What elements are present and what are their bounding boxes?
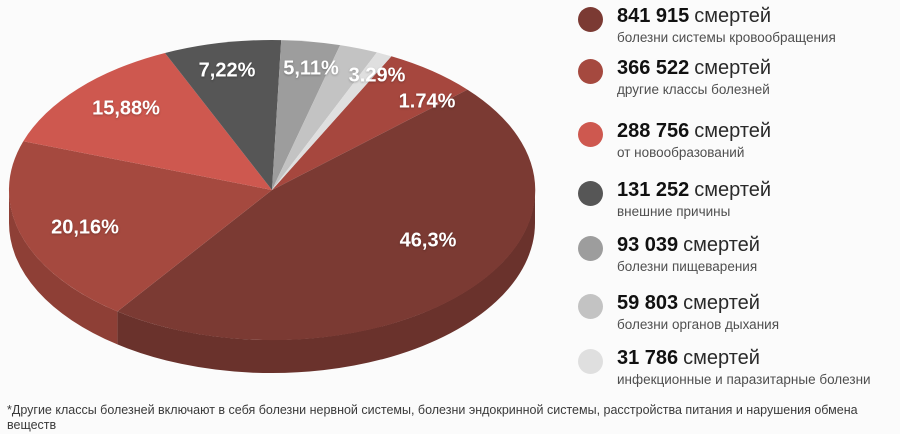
legend-unit-word: смертей [694,5,772,27]
pie-slice-side [117,190,536,374]
legend-category-label: болезни пищеварения [617,259,758,274]
legend-color-dot [578,7,603,32]
pie-chart [8,40,536,374]
legend-death-count: 841 915 [617,5,690,27]
pie-slice [23,53,272,190]
legend-unit-word: смертей [694,57,772,79]
legend-item-text: 288 756 смертей от новообразований [617,121,771,161]
legend-item: 841 915 смертей болезни системы кровообращ… [578,6,836,46]
pie-slice [117,89,536,341]
legend-item-text: 841 915 смертей болезни системы кровообращ… [617,6,836,46]
legend-item-text: 31 786 смертей инфекционные и паразитарные… [617,348,871,388]
legend-item: 366 522 смертей другие классы болезней [578,58,771,98]
pie-slice [165,40,282,190]
legend-item: 288 756 смертей от новообразований [578,121,771,161]
legend-death-count: 59 803 [617,292,679,314]
legend-category-label: внешние причины [617,204,731,219]
legend-color-dot [578,181,603,206]
legend-category-label: болезни органов дыхания [617,317,779,332]
legend-death-count: 366 522 [617,57,690,79]
pie-slice [272,45,377,190]
legend-color-dot [578,349,603,374]
legend-color-dot [578,122,603,147]
legend: 841 915 смертей болезни системы кровообращ… [578,0,898,400]
legend-item: 93 039 смертей болезни пищеварения [578,235,760,275]
legend-item-text: 59 803 смертей болезни органов дыхания [617,293,779,333]
legend-color-dot [578,294,603,319]
legend-item-text: 131 252 смертей внешние причины [617,180,771,220]
legend-category-label: инфекционные и паразитарные болезни [617,372,871,387]
legend-death-count: 93 039 [617,234,679,256]
legend-color-dot [578,236,603,261]
pie-slice [8,141,273,312]
pie-slice-highlight [272,56,468,190]
legend-unit-word: смертей [694,179,772,201]
legend-unit-word: смертей [683,347,760,369]
legend-item: 131 252 смертей внешние причины [578,180,771,220]
legend-category-label: от новообразований [617,145,745,160]
legend-unit-word: смертей [694,120,772,142]
legend-death-count: 288 756 [617,120,690,142]
footnote: *Другие классы болезней включают в себя … [7,403,858,432]
legend-unit-word: смертей [683,292,760,314]
legend-item: 59 803 смертей болезни органов дыхания [578,293,779,333]
legend-category-label: болезни системы кровообращения [617,30,836,45]
pie-slice [272,52,392,191]
legend-death-count: 31 786 [617,347,679,369]
legend-death-count: 131 252 [617,179,690,201]
pie-slice-side [8,190,118,345]
legend-category-label: другие классы болезней [617,82,770,97]
legend-item: 31 786 смертей инфекционные и паразитарные… [578,348,871,388]
legend-unit-word: смертей [683,234,760,256]
legend-color-dot [578,59,603,84]
pie-slice [272,40,341,190]
legend-item-text: 93 039 смертей болезни пищеварения [617,235,760,275]
legend-item-text: 366 522 смертей другие классы болезней [617,58,771,98]
